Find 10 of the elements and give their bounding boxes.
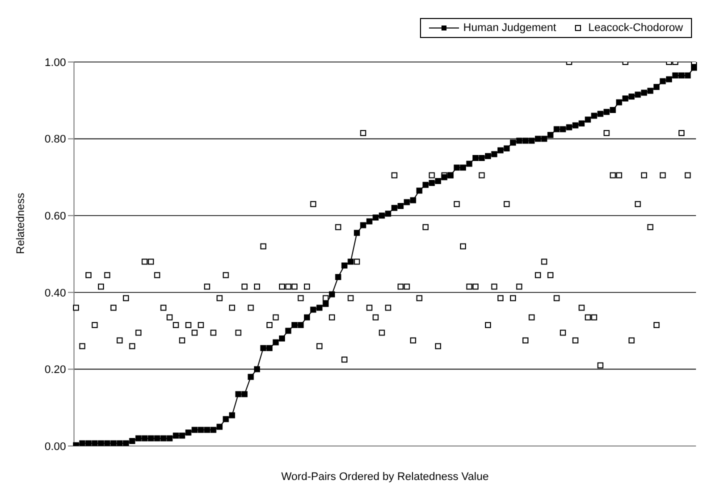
y-tick-label: 0.60: [44, 210, 66, 223]
x-axis-title: Word-Pairs Ordered by Relatedness Value: [281, 471, 489, 483]
legend-label: Leacock-Chodorow: [588, 22, 683, 34]
y-tick-label: 0.20: [44, 364, 66, 376]
y-tick-label: 0.00: [44, 440, 66, 453]
y-tick-label: 1.00: [44, 56, 66, 69]
y-axis-title: Relatedness: [14, 192, 27, 254]
y-tick-label: 0.80: [44, 134, 66, 146]
y-tick-label: 0.40: [44, 287, 66, 300]
legend-label: Human Judgement: [463, 22, 556, 34]
